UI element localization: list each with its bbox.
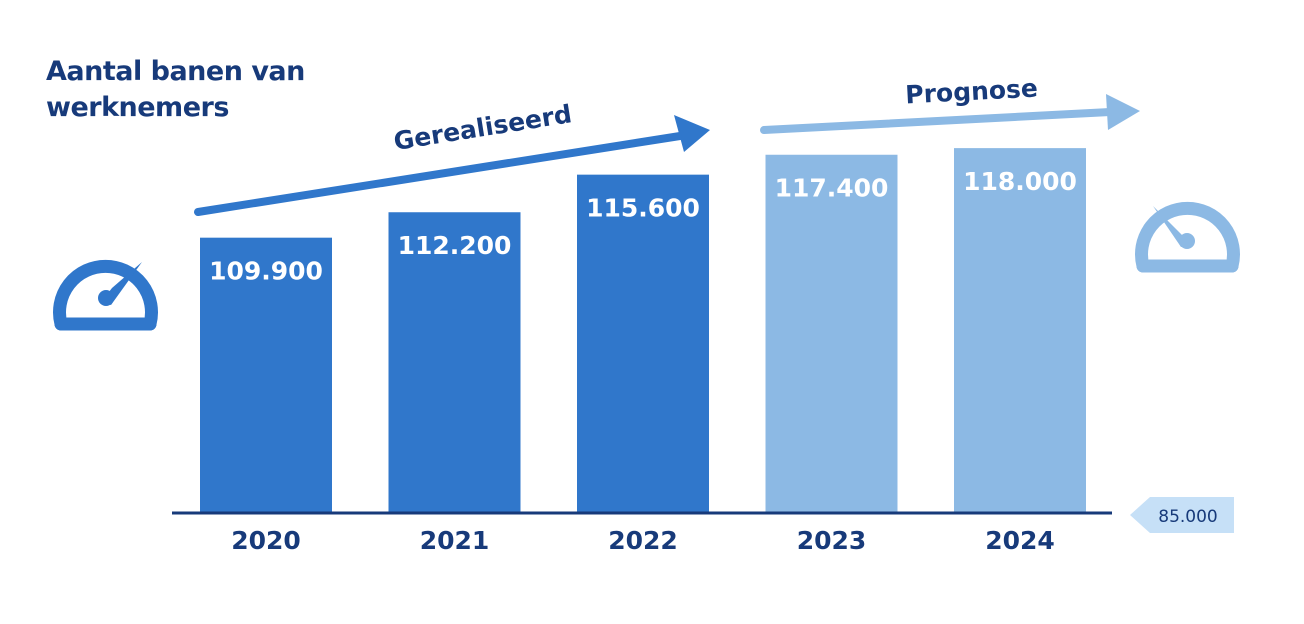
speedometer-icon [53, 259, 158, 331]
bar-value-label-2020: 109.900 [209, 257, 323, 286]
bars: 109.900 112.200 115.600 117.400 118.000 [200, 148, 1086, 514]
x-axis-ticks: 2020 2021 2022 2023 2024 [231, 526, 1055, 555]
realized-arrow-shaft [194, 132, 684, 216]
chart-title-line-2: werknemers [46, 92, 229, 123]
forecast-arrow: Prognose [760, 74, 1140, 134]
x-tick-label-2022: 2022 [608, 526, 678, 555]
bar-2022 [577, 174, 709, 513]
bar-value-label-2024: 118.000 [963, 167, 1077, 196]
bar-value-label-2021: 112.200 [398, 231, 512, 260]
realized-arrow-head [674, 115, 710, 152]
x-tick-label-2020: 2020 [231, 526, 301, 555]
x-tick-label-2021: 2021 [420, 526, 490, 555]
speedometer-icon [1135, 201, 1240, 273]
realized-arrow-label: Gerealiseerd [392, 99, 574, 156]
bar-value-label-2023: 117.400 [775, 174, 889, 203]
forecast-arrow-head [1106, 94, 1140, 130]
baseline-tag-label: 85.000 [1158, 507, 1217, 527]
forecast-arrow-shaft [760, 108, 1114, 134]
x-tick-label-2024: 2024 [985, 526, 1055, 555]
chart-title: Aantal banen van werknemers [46, 54, 305, 126]
x-tick-label-2023: 2023 [797, 526, 867, 555]
baseline-tag: 85.000 [1130, 497, 1234, 533]
bar-2023 [765, 154, 898, 513]
forecast-arrow-label: Prognose [905, 74, 1039, 110]
chart-title-line-1: Aantal banen van [46, 56, 305, 87]
bar-2024 [954, 148, 1086, 513]
bar-2021 [388, 212, 521, 513]
bar-value-label-2022: 115.600 [586, 194, 700, 223]
bar-2020 [200, 237, 332, 514]
baseline-tag-shape [1130, 497, 1234, 533]
